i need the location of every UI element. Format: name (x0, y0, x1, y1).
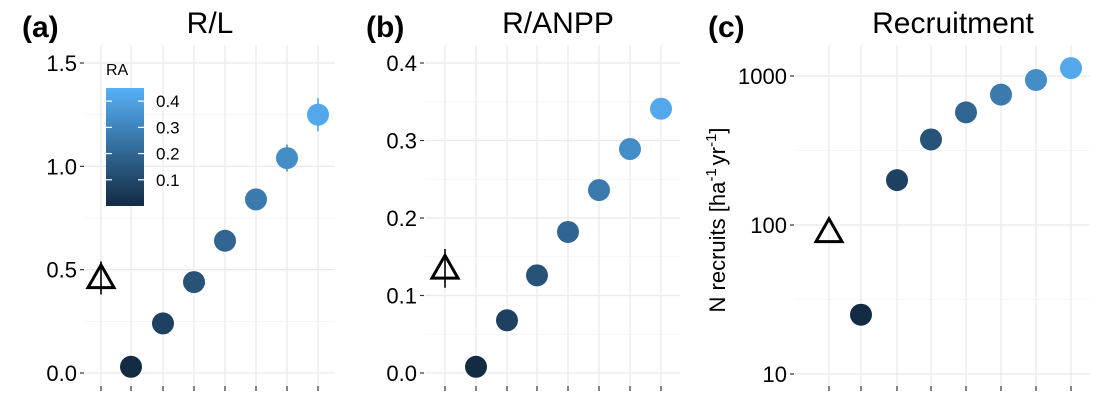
panel-title-rl: R/L (187, 7, 234, 40)
y-tick-label: 100 (750, 213, 787, 238)
reference-triangle-point (813, 215, 845, 244)
panel-rl-y-axis: 0.0 0.5 1.0 1.5 (46, 51, 84, 386)
data-point (850, 303, 872, 326)
y-tick-label: 1.0 (46, 154, 77, 179)
panel-recruitment-grid (795, 45, 1090, 391)
data-point (245, 188, 267, 211)
legend: RA 0.1 0.2 0.3 0.4 (106, 62, 180, 206)
y-tick-label: 0.0 (46, 361, 77, 386)
y-tick-label: 0.5 (46, 258, 77, 283)
data-point (955, 101, 977, 124)
data-point (886, 169, 908, 192)
y-tick-label: 0.2 (386, 206, 417, 231)
y-tick-label: 1.5 (46, 51, 77, 76)
legend-label: 0.4 (156, 92, 180, 111)
data-point (990, 83, 1012, 106)
legend-title: RA (106, 62, 129, 79)
panel-rl-points (85, 98, 329, 378)
data-point (588, 179, 610, 202)
panel-ranpp-grid (425, 45, 680, 391)
data-point (496, 309, 518, 332)
y-tick-label: 10 (763, 362, 787, 387)
legend-ticks: 0.1 0.2 0.3 0.4 (106, 92, 180, 190)
panel-title-ranpp: R/ANPP (502, 7, 614, 40)
y-tick-label: 1000 (738, 64, 787, 89)
reference-triangle-point (429, 252, 461, 280)
data-point (920, 128, 942, 151)
panel-tag-b: (b) (366, 11, 404, 44)
y-axis-label-recruitment: N recruits [ha-1yr-1] (703, 128, 730, 313)
panel-recruitment: (c) Recruitment 10 100 1000 N recruits [ha… (703, 7, 1090, 391)
data-point (120, 355, 142, 378)
data-point (307, 103, 329, 126)
data-point (650, 97, 672, 120)
panel-title-recruitment: Recruitment (872, 7, 1034, 40)
panel-tag-a: (a) (22, 11, 59, 44)
data-point (526, 264, 548, 287)
panel-ranpp-y-axis: 0.0 0.1 0.2 0.3 0.4 (386, 51, 424, 386)
y-tick-label: 0.1 (386, 284, 417, 309)
data-point (214, 229, 236, 252)
legend-colorbar (106, 88, 144, 206)
data-point (1025, 69, 1047, 92)
data-point (1060, 57, 1082, 80)
legend-label: 0.3 (156, 118, 180, 137)
panel-recruitment-y-axis: 10 100 1000 (738, 64, 794, 387)
data-point (619, 138, 641, 161)
y-tick-label: 0.4 (386, 51, 417, 76)
data-point (557, 220, 579, 243)
reference-triangle-point (85, 261, 117, 290)
panel-ranpp: (b) R/ANPP 0.0 0.1 0.2 0.3 0.4 (366, 7, 680, 391)
data-point (465, 355, 487, 378)
y-tick-label: 0.3 (386, 129, 417, 154)
legend-label: 0.2 (156, 145, 180, 164)
data-point (276, 147, 298, 170)
panel-rl: (a) R/L 0.0 0.5 1.0 1.5 RA 0.1 0.2 0.3 0.4 (22, 7, 335, 391)
panel-tag-c: (c) (708, 11, 745, 44)
data-point (183, 271, 205, 294)
y-tick-label: 0.0 (386, 361, 417, 386)
panel-ranpp-points (429, 97, 672, 378)
panel-recruitment-points (813, 57, 1082, 326)
data-point (152, 312, 174, 335)
legend-label: 0.1 (156, 171, 180, 190)
